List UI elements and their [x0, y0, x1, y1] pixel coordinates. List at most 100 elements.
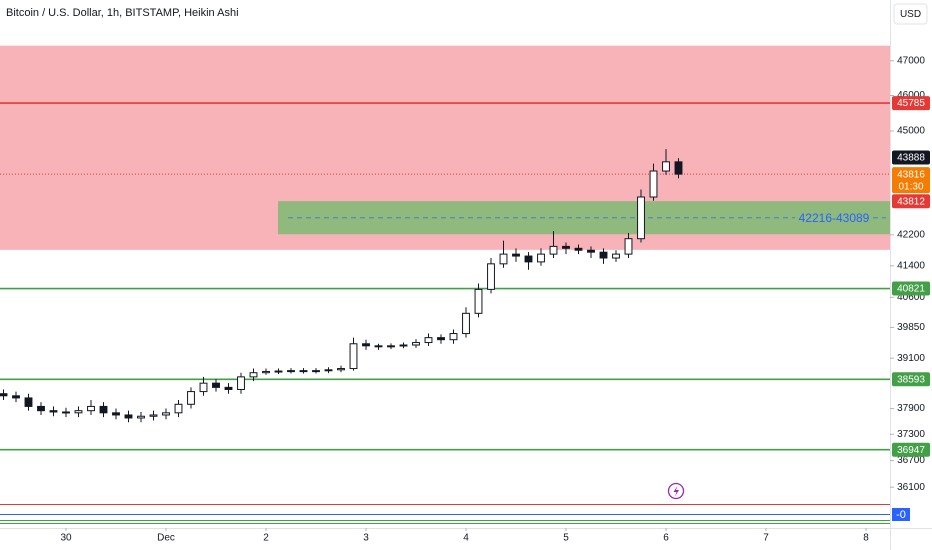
candle-body	[324, 369, 333, 372]
candle-body	[12, 395, 20, 399]
currency[interactable]: USD	[900, 9, 921, 20]
candle-body	[574, 247, 583, 251]
price-label: 43812	[897, 196, 925, 207]
y-tick-label: 39100	[897, 353, 925, 364]
candle-body	[274, 370, 283, 373]
candle-body	[449, 333, 458, 341]
chart-title: Bitcoin / U.S. Dollar, 1h, BITSTAMP, Hei…	[6, 7, 239, 19]
x-tick-label: 4	[463, 533, 469, 544]
candle-body	[562, 245, 570, 249]
x-tick-label: 2	[263, 533, 269, 544]
level-label-box	[892, 281, 930, 296]
y-tick-label: 37300	[897, 429, 925, 440]
candle-body	[599, 251, 608, 259]
candle-body	[612, 253, 620, 259]
candle-body	[87, 405, 95, 412]
x-tick-label: 30	[60, 533, 72, 544]
candle-body	[249, 372, 258, 378]
y-tick-label: 40600	[897, 292, 925, 303]
level-label: 36947	[897, 445, 925, 456]
candle-body	[524, 255, 533, 263]
level-label: 38593	[897, 374, 925, 385]
candle-body	[662, 161, 670, 172]
candle-body	[99, 405, 108, 414]
candle-body	[487, 263, 495, 290]
price-label: 43816	[897, 169, 925, 180]
candle-body	[512, 253, 520, 257]
candle-body	[349, 343, 358, 370]
y-tick-label: 42200	[897, 229, 925, 240]
candle-body	[424, 337, 433, 344]
candle-body	[399, 344, 408, 347]
candle-body	[637, 196, 645, 240]
x-tick-label: 3	[363, 533, 369, 544]
x-tick-label: 6	[663, 533, 669, 544]
level-label-box	[892, 442, 930, 457]
candle-body	[674, 161, 683, 175]
candle-body	[199, 382, 208, 393]
candle-body	[62, 411, 70, 414]
candle-body	[387, 345, 395, 348]
y-tick-label: 47000	[897, 55, 925, 66]
y-tick-label: 36700	[897, 455, 925, 466]
candle-body	[0, 393, 8, 397]
candle-body	[287, 370, 295, 373]
candle-body	[212, 382, 220, 388]
candle-body	[374, 345, 383, 348]
x-tick-label: 5	[563, 533, 569, 544]
candle-body	[187, 391, 195, 405]
alert-icon[interactable]	[667, 482, 685, 500]
candle-body	[412, 342, 420, 346]
y-tick-label: 37900	[897, 403, 925, 414]
zone-label: 42216-43089	[799, 211, 870, 225]
x-tick-label: 7	[763, 533, 769, 544]
candle-body	[312, 370, 320, 373]
y-tick-label: 45000	[897, 126, 925, 137]
candle-body	[37, 405, 45, 412]
candle-body	[174, 403, 183, 414]
currency-button[interactable]	[893, 3, 928, 25]
level-label-box	[892, 96, 930, 111]
candle-body	[474, 288, 483, 314]
candle-body	[149, 414, 158, 417]
candle-body	[137, 415, 145, 419]
candle-body	[437, 337, 445, 341]
y-tick-label: 41400	[897, 260, 925, 271]
candle-body	[49, 410, 58, 413]
candle-body	[462, 312, 470, 335]
price-label-box	[892, 167, 930, 194]
price-countdown: 01:30	[898, 181, 923, 192]
candle-body	[299, 370, 308, 373]
candle-body	[124, 414, 133, 419]
candle-body	[499, 253, 508, 265]
candle-body	[224, 386, 233, 390]
candle-body	[362, 343, 370, 347]
x-tick-label: 8	[863, 533, 869, 544]
candle-body	[537, 253, 545, 263]
price-label-box	[892, 194, 930, 209]
candle-body	[24, 397, 33, 407]
candle-body	[337, 368, 345, 371]
candle-body	[624, 238, 633, 255]
price-label: 43888	[897, 153, 925, 164]
candle-body	[237, 376, 245, 390]
level-label-box	[892, 372, 930, 387]
candle-body	[549, 245, 558, 255]
candle-body	[112, 412, 120, 416]
candle-body	[74, 410, 83, 414]
plot-area: 42216-43089	[0, 45, 890, 250]
y-tick-label: 46000	[897, 90, 925, 101]
x-tick-label: Dec	[157, 533, 175, 544]
candle-body	[649, 170, 658, 198]
candle-body	[262, 370, 270, 374]
price-label-box	[892, 150, 930, 165]
legend-bg	[0, 0, 500, 26]
indicator-label-box	[892, 508, 910, 521]
candle-body	[587, 249, 595, 253]
level-label: 45785	[897, 98, 925, 109]
indicator-label: -0	[896, 509, 906, 521]
y-tick-label: 36100	[897, 482, 925, 493]
candle-body	[162, 412, 170, 416]
